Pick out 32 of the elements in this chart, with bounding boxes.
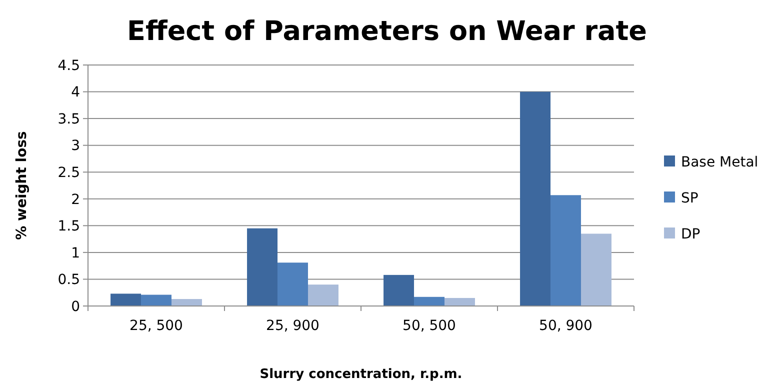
y-tick-label: 4 — [71, 84, 80, 101]
x-tick-label: 25, 500 — [130, 318, 183, 334]
y-tick-label: 1.5 — [58, 218, 80, 235]
y-tick-label: 3.5 — [58, 111, 80, 128]
y-tick-label: 2 — [71, 192, 80, 208]
bar — [580, 234, 612, 306]
x-axis-title: Slurry concentration, r.p.m. — [260, 367, 462, 382]
y-tick-label: 4.5 — [58, 58, 80, 74]
x-tick-label: 50, 500 — [402, 318, 456, 334]
legend-label: DP — [681, 226, 700, 242]
bar — [278, 262, 308, 306]
y-tick-label: 2.5 — [58, 165, 80, 182]
bar — [444, 298, 475, 306]
bar — [171, 299, 202, 306]
x-tick-label: 25, 900 — [266, 318, 320, 334]
bar — [247, 228, 278, 306]
y-tick-label: 3 — [71, 138, 80, 154]
bar — [384, 274, 414, 306]
bar — [141, 294, 172, 306]
x-tick-label: 50, 900 — [539, 318, 592, 334]
y-axis-title: % weight loss — [14, 131, 30, 240]
bar — [308, 284, 338, 306]
bar — [110, 294, 142, 306]
legend-label: SP — [681, 190, 698, 206]
bar — [550, 195, 581, 306]
y-tick-label: 1 — [71, 245, 80, 262]
chart-title: Effect of Parameters on Wear rate — [127, 16, 647, 47]
bar — [414, 296, 444, 306]
y-tick-label: 0.5 — [58, 272, 80, 288]
y-tick-label: 0 — [71, 298, 80, 315]
bar — [520, 92, 551, 306]
legend-label: Base Metal — [681, 154, 758, 170]
